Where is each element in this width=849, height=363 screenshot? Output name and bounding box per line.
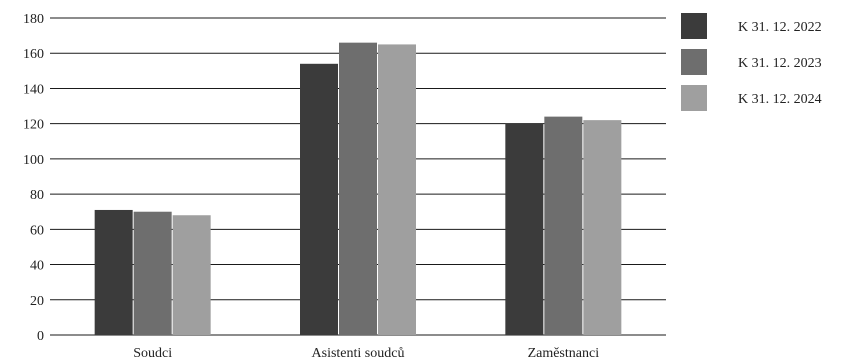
bar (544, 116, 583, 335)
legend-swatch (681, 13, 707, 39)
legend-label: K 31. 12. 2022 (738, 20, 822, 35)
legend-swatch (681, 49, 707, 75)
y-tick-label: 40 (30, 259, 44, 274)
y-tick-label: 120 (23, 118, 44, 133)
y-tick-label: 100 (23, 153, 44, 168)
y-tick-label: 80 (30, 188, 44, 203)
y-tick-label: 20 (30, 294, 44, 309)
legend-label: K 31. 12. 2023 (738, 56, 822, 71)
bar (583, 120, 622, 336)
bar (505, 123, 544, 336)
bar (339, 42, 377, 336)
legend-swatch (681, 85, 707, 111)
y-tick-label: 60 (30, 223, 44, 238)
y-tick-label: 140 (23, 82, 44, 97)
y-tick-label: 0 (37, 329, 44, 344)
bar (378, 44, 416, 336)
x-axis-category-labels: Soudci Asistenti soudců Zaměstnanci (133, 346, 599, 361)
y-tick-label: 160 (23, 47, 44, 62)
y-tick-label: 180 (23, 12, 44, 27)
legend-label: K 31. 12. 2024 (738, 92, 822, 107)
x-category-label: Zaměstnanci (528, 346, 600, 361)
bar (133, 211, 172, 335)
x-category-label: Soudci (133, 346, 172, 361)
bar (172, 215, 211, 335)
legend: K 31. 12. 2022 K 31. 12. 2023 K 31. 12. 20… (681, 13, 822, 111)
bars (94, 42, 622, 336)
y-axis-tick-labels: 0 20 40 60 80 100 120 140 160 180 (23, 12, 44, 344)
bar (94, 209, 133, 335)
x-category-label: Asistenti soudců (312, 346, 405, 361)
bar (300, 63, 338, 336)
